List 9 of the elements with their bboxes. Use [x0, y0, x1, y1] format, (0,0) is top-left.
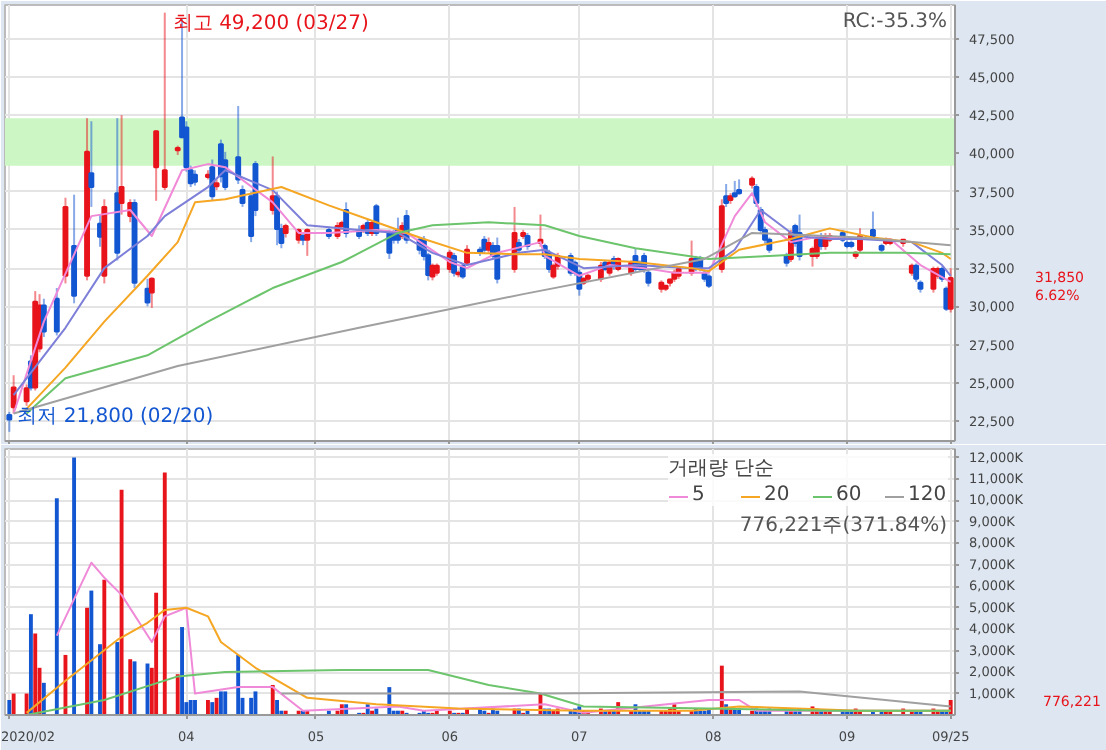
annotation: 776,221주(371.84%)	[739, 515, 948, 537]
annotation: RC:-35.3%	[842, 11, 948, 33]
legend-label: 20	[764, 484, 792, 506]
annotation: 최저 21,800 (02/20)	[17, 405, 214, 428]
legend-label: 60	[836, 484, 864, 506]
annotation: 최고 49,200 (03/27)	[172, 12, 369, 35]
legend-label: 5	[692, 484, 707, 506]
legend-label: 120	[908, 484, 948, 506]
legend-title: 거래량 단순	[668, 456, 777, 482]
